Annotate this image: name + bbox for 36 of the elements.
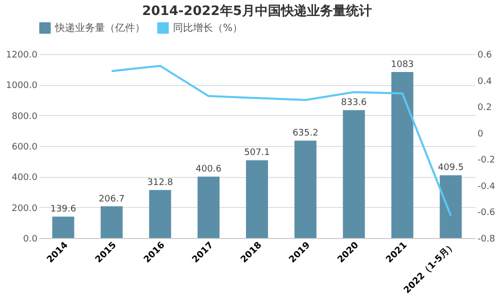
- y-tick-label: 600.0: [12, 142, 38, 152]
- legend-label: 快递业务量（亿件）: [54, 22, 145, 34]
- y-tick-label: 0.0: [23, 234, 38, 244]
- y2-tick-label: -0.8: [478, 234, 496, 244]
- bar: [52, 216, 74, 238]
- bar: [246, 160, 268, 238]
- y-tick-label: 400.0: [12, 173, 38, 184]
- y2-tick-label: -0.6: [478, 208, 496, 218]
- legend-label: 同比增长（%）: [173, 22, 243, 34]
- data-label: 635.2: [292, 128, 318, 139]
- y2-tick-label: -0.2: [478, 156, 496, 166]
- bar: [342, 110, 365, 238]
- bar: [391, 72, 414, 238]
- y2-tick-label: 0: [478, 129, 484, 140]
- data-label: 833.6: [341, 98, 368, 108]
- data-label: 312.8: [147, 178, 174, 188]
- bar: [294, 140, 316, 238]
- bar: [440, 175, 462, 238]
- y-tick-label: 1200.0: [6, 50, 38, 60]
- data-label: 400.6: [196, 164, 222, 175]
- y-tick-label: 800.0: [12, 112, 38, 122]
- data-label: 206.7: [98, 194, 125, 204]
- data-label: 409.5: [438, 163, 464, 174]
- y2-tick-label: 0.6: [478, 50, 492, 60]
- bar: [100, 206, 123, 238]
- bar: [198, 176, 220, 238]
- data-label: 507.1: [244, 148, 270, 158]
- bar: [149, 190, 172, 238]
- y-tick-label: 1000.0: [6, 81, 38, 92]
- data-label: 139.6: [50, 204, 76, 215]
- y2-tick-label: 0.4: [478, 76, 492, 87]
- y2-tick-label: -0.4: [478, 182, 496, 192]
- chart-title: 2014-2022年5月中国快递业务量统计: [142, 3, 372, 19]
- y2-tick-label: 0.2: [478, 103, 492, 114]
- data-label: 1083: [390, 60, 414, 70]
- y-tick-label: 200.0: [12, 204, 38, 214]
